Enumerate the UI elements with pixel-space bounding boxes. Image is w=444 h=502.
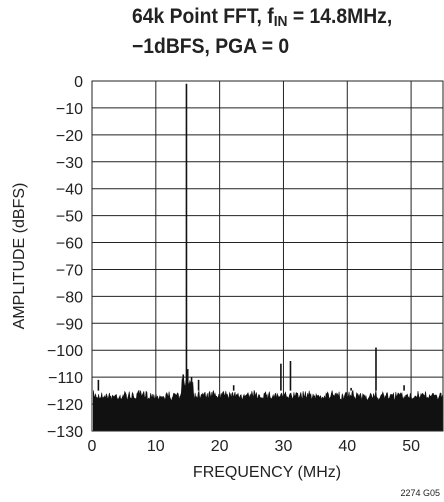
x-tick-label: 10 <box>147 438 165 455</box>
y-axis-label: AMPLITUDE (dBFS) <box>11 183 28 330</box>
figure-code: 2274 G05 <box>400 488 440 498</box>
x-tick-label: 20 <box>211 438 229 455</box>
title-suffix: = 14.8MHz, <box>287 5 393 28</box>
y-tick-label: −60 <box>56 236 83 253</box>
y-tick-label: −110 <box>48 370 83 387</box>
y-tick-label: −120 <box>47 397 83 414</box>
y-tick-label: −30 <box>56 155 83 172</box>
y-axis: 0 −10 −20 −30 −40 −50 −60 −70 −80 −90 −100 −110 −120… <box>47 74 83 441</box>
chart-title-line-1: 64k Point FFT, fIN = 14.8MHz, <box>132 4 392 34</box>
noise-floor <box>93 378 444 432</box>
y-tick-label: −90 <box>56 316 83 333</box>
y-tick-label: −20 <box>56 128 83 145</box>
y-tick-label: −80 <box>56 289 83 306</box>
y-tick-label: −50 <box>56 209 83 226</box>
y-tick-label: −70 <box>56 262 83 279</box>
title-subscript: IN <box>273 13 288 30</box>
title-prefix: 64k Point FFT, f <box>132 5 274 28</box>
y-tick-label: −40 <box>56 182 83 199</box>
y-tick-label: −10 <box>56 101 83 118</box>
x-tick-label: 40 <box>338 438 356 455</box>
x-tick-label: 0 <box>88 438 97 455</box>
y-tick-label: 0 <box>74 74 83 91</box>
x-tick-label: 50 <box>402 438 420 455</box>
plot-area <box>93 83 444 432</box>
grid <box>91 80 443 432</box>
chart-title-line-2: −1dBFS, PGA = 0 <box>132 35 290 58</box>
y-tick-label: −100 <box>47 343 83 360</box>
y-tick-label: −130 <box>47 424 83 441</box>
x-tick-label: 30 <box>275 438 293 455</box>
x-axis-label: FREQUENCY (MHz) <box>193 464 341 481</box>
chart-title: 64k Point FFT, fIN = 14.8MHz, −1dBFS, PG… <box>132 4 392 59</box>
x-axis: 0 10 20 30 40 50 <box>88 438 421 455</box>
plot-frame <box>91 80 444 432</box>
